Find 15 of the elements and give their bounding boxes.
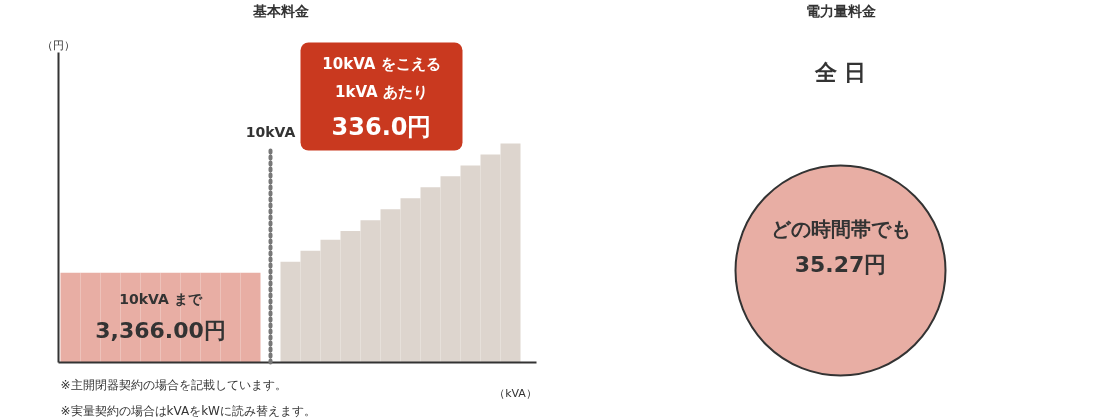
x-axis-title: （kVA） xyxy=(494,387,537,400)
text: 336.0円 xyxy=(331,112,432,141)
chart-title: 基本料金 xyxy=(251,2,310,19)
text: ※実量契約の場合はkVAをkWに読み替えます。 xyxy=(60,403,316,418)
text: ※主開閉器契約の場合を記載しています。 xyxy=(60,377,287,392)
annotation: 10kVA まで xyxy=(119,290,203,307)
text: 電力量料金 xyxy=(805,2,877,19)
text: 1kVA あたり xyxy=(335,82,428,101)
y-axis-title: （円） xyxy=(42,39,75,52)
annotation: 3,366.00円 xyxy=(95,318,226,343)
text: 10kVA xyxy=(245,123,296,140)
text: 全 日 xyxy=(813,60,867,85)
text: どの時間帯でも xyxy=(770,216,911,241)
text: 35.27円 xyxy=(794,252,887,277)
text: 10kVA をこえる xyxy=(322,54,441,73)
